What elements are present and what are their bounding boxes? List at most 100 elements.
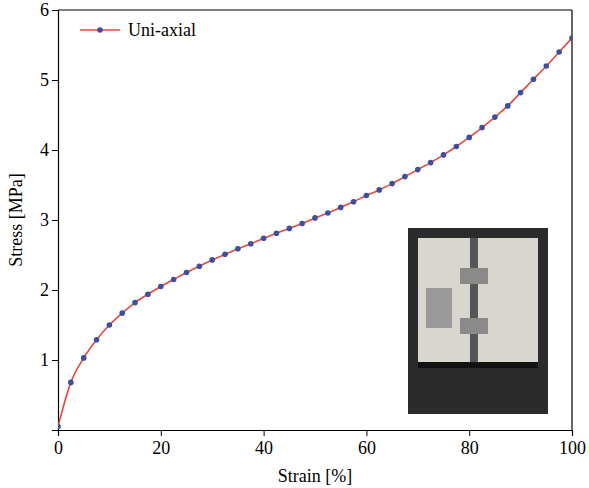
y-axis-title: Stress [MPa] [6, 173, 26, 267]
series-marker [119, 310, 125, 316]
inset-grip [460, 268, 488, 284]
series-marker [325, 210, 331, 216]
series-marker [107, 322, 113, 328]
series-marker [171, 277, 177, 283]
y-axis-line [52, 11, 59, 431]
x-tick-label: 60 [358, 438, 376, 458]
x-tick: 20 [152, 430, 170, 458]
series-marker [492, 114, 498, 120]
series-marker [184, 270, 190, 276]
inset-rod [470, 238, 478, 362]
series-marker [58, 424, 61, 430]
y-tick: 1 [40, 350, 58, 370]
y-tick-mark [52, 290, 58, 291]
series-marker [466, 135, 472, 141]
y-tick: 2 [40, 280, 58, 300]
series-marker [287, 226, 293, 232]
series-marker [158, 284, 164, 290]
inset-photo [408, 228, 548, 414]
x-tick-label: 40 [255, 438, 273, 458]
y-tick: 6 [40, 0, 58, 20]
x-tick-mark [572, 430, 573, 436]
series-marker [235, 246, 241, 252]
series-marker [441, 152, 447, 158]
y-tick-mark [52, 360, 58, 361]
y-tick-label: 1 [40, 350, 49, 370]
y-tick: 3 [40, 210, 58, 230]
y-tick-label: 5 [40, 70, 49, 90]
x-tick-mark [469, 430, 470, 436]
chart: 0 20 40 60 80 100 1 2 3 4 5 6 Strain [%] Stress [MPa]… [0, 0, 589, 488]
series-marker [569, 35, 572, 41]
x-tick-mark [161, 430, 162, 436]
x-axis-title: Strain [%] [278, 466, 352, 486]
x-tick: 40 [255, 430, 273, 458]
x-tick: 80 [461, 430, 479, 458]
y-axis: 1 2 3 4 5 6 [40, 0, 59, 430]
legend: Uni-axial [80, 20, 196, 40]
y-tick-mark [52, 150, 58, 151]
x-tick: 0 [54, 430, 63, 458]
x-tick: 100 [559, 430, 586, 458]
series-marker [351, 199, 357, 205]
series-marker [197, 263, 203, 269]
series-marker [145, 291, 151, 297]
x-tick-label: 100 [559, 438, 586, 458]
series-marker [209, 257, 215, 263]
series-marker [222, 252, 228, 258]
series-marker [94, 337, 100, 343]
x-tick-mark [366, 430, 367, 436]
plot-area: 0 20 40 60 80 100 1 2 3 4 5 6 [40, 0, 586, 458]
series-marker [402, 174, 408, 180]
legend-item: Uni-axial [80, 20, 196, 40]
x-tick-mark [264, 430, 265, 436]
inset-frame [408, 228, 548, 414]
series-marker [556, 49, 562, 55]
y-tick-label: 6 [40, 0, 49, 20]
series-marker [261, 235, 267, 241]
series-marker [415, 167, 421, 173]
x-axis: 0 20 40 60 80 100 [54, 430, 586, 458]
y-tick-label: 4 [40, 140, 49, 160]
x-tick: 60 [358, 430, 376, 458]
series-marker [274, 231, 280, 237]
series-marker [132, 300, 138, 306]
frame-right [571, 10, 572, 430]
y-tick-mark [52, 10, 58, 11]
series-marker [81, 355, 87, 361]
series-marker [454, 144, 460, 150]
y-tick-label: 2 [40, 280, 49, 300]
series-line [58, 38, 572, 427]
series-marker [428, 160, 434, 166]
x-axis-line [59, 431, 573, 437]
series-marker [479, 125, 485, 131]
inset-grip [460, 318, 488, 334]
legend-label: Uni-axial [128, 20, 196, 40]
series-marker [312, 215, 318, 221]
y-tick-mark [52, 220, 58, 221]
series-marker [364, 193, 370, 199]
legend-marker [97, 27, 103, 33]
inset-background [418, 238, 538, 364]
y-tick-label: 3 [40, 210, 49, 230]
inset-table [418, 362, 538, 368]
series-marker [248, 241, 254, 247]
series-marker [531, 77, 537, 83]
frame-top [58, 9, 572, 10]
series-marker [376, 187, 382, 193]
marks [58, 35, 572, 429]
series-marker [299, 221, 305, 227]
series-marker [338, 205, 344, 211]
series-marker [544, 63, 550, 69]
y-tick-mark [52, 80, 58, 81]
inset-fixture [426, 288, 452, 328]
y-tick: 4 [40, 140, 58, 160]
x-tick-label: 0 [54, 438, 63, 458]
series-marker [68, 380, 74, 386]
series-marker [389, 181, 395, 187]
y-tick: 5 [40, 70, 58, 90]
x-tick-label: 20 [152, 438, 170, 458]
x-tick-label: 80 [461, 438, 479, 458]
series-marker [518, 90, 524, 96]
series-marker [505, 103, 511, 109]
